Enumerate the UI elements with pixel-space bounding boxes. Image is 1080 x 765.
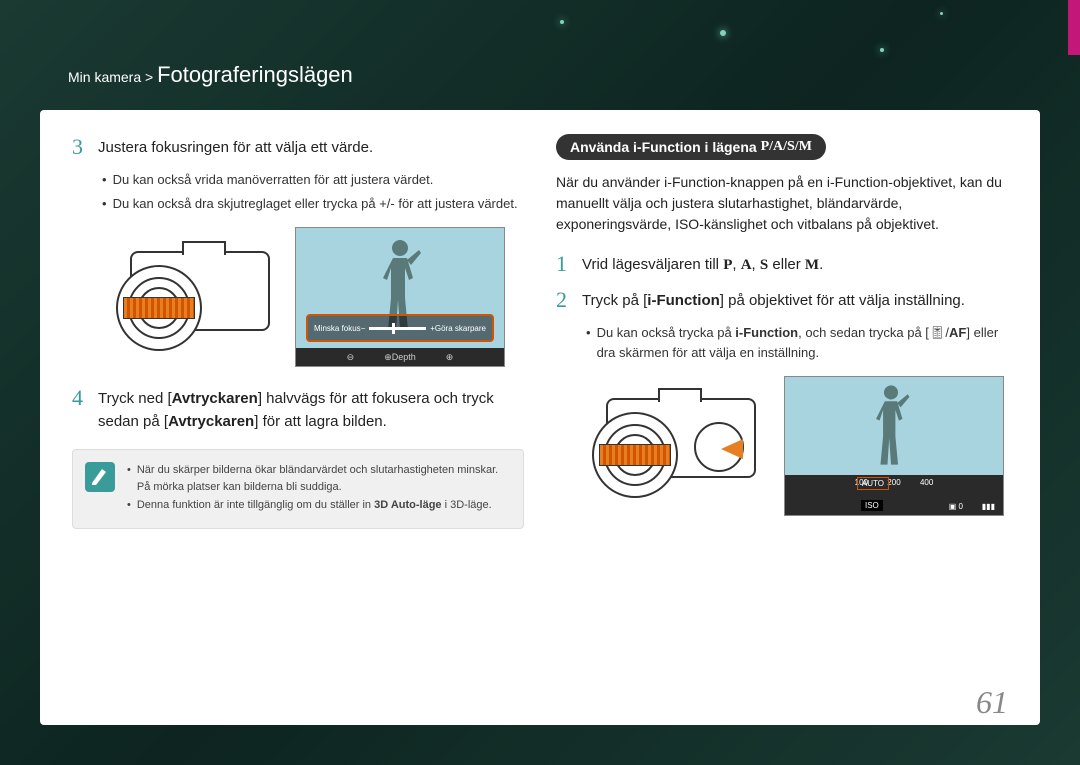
zoom-in-icon: ⊕ xyxy=(446,352,454,363)
step-3: 3 Justera fokusringen för att välja ett … xyxy=(72,134,524,160)
page-content: 3 Justera fokusringen för att välja ett … xyxy=(40,110,1040,725)
arrow-icon xyxy=(721,439,743,459)
camera-illustration-right xyxy=(586,384,766,509)
depth-slider: Minska fokus − + Göra skarpare xyxy=(306,314,494,342)
note-box: När du skärper bilderna ökar bländarvärd… xyxy=(72,449,524,529)
step-number: 3 xyxy=(72,134,88,160)
slider-left-label: Minska fokus xyxy=(314,324,361,333)
iso-auto: AUTO xyxy=(857,477,889,490)
iso-label: ISO xyxy=(861,500,883,511)
step-4: 4 Tryck ned [Avtryckaren] halvvägs för a… xyxy=(72,385,524,433)
camera-illustration xyxy=(102,237,277,357)
step-text: Tryck på [i-Function] på objektivet för … xyxy=(582,287,965,313)
preview-bottom-bar: ⊖ ⊕Depth ⊕ xyxy=(296,348,504,366)
step-number: 1 xyxy=(556,251,572,277)
step3-bullets: Du kan också vrida manöverratten för att… xyxy=(102,170,524,213)
section-pill: Använda i-Function i lägena P/A/S/M xyxy=(556,134,826,160)
note-bullets: När du skärper bilderna ökar bländarvärd… xyxy=(127,462,511,516)
page-number: 61 xyxy=(976,684,1008,721)
person-silhouette xyxy=(869,385,919,475)
step-text: Tryck ned [Avtryckaren] halvvägs för att… xyxy=(98,385,524,433)
zoom-out-icon: ⊖ xyxy=(347,352,355,363)
page-tab xyxy=(1068,0,1080,55)
step-2: 2 Tryck på [i-Function] på objektivet fö… xyxy=(556,287,1008,313)
battery-icon: ▮▮▮ xyxy=(982,502,995,511)
screen-preview-right: AUTO 100 200 400 ISO ▣ 0 ▮▮▮ xyxy=(784,376,1004,516)
slider-right-label: Göra skarpare xyxy=(435,324,486,333)
step-number: 2 xyxy=(556,287,572,313)
note-icon xyxy=(85,462,115,492)
left-column: 3 Justera fokusringen för att välja ett … xyxy=(72,134,524,534)
breadcrumb-section: Fotograferingslägen xyxy=(157,62,353,87)
bullet: Du kan också trycka på i-Function, och s… xyxy=(586,323,1008,362)
bullet: Du kan också dra skjutreglaget eller try… xyxy=(102,194,524,214)
intro-paragraph: När du använder i-Function-knappen på en… xyxy=(556,172,1008,235)
image-row: Minska fokus − + Göra skarpare ⊖ ⊕Depth … xyxy=(102,227,524,367)
iso-bar: AUTO 100 200 400 ISO ▣ 0 ▮▮▮ xyxy=(785,475,1003,515)
breadcrumb-prefix: Min kamera > xyxy=(68,69,153,85)
screen-preview: Minska fokus − + Göra skarpare ⊖ ⊕Depth … xyxy=(295,227,505,367)
step-text: Vrid lägesväljaren till P, A, S eller M. xyxy=(582,251,823,277)
breadcrumb: Min kamera > Fotograferingslägen xyxy=(68,62,353,88)
step-1: 1 Vrid lägesväljaren till P, A, S eller … xyxy=(556,251,1008,277)
right-column: Använda i-Function i lägena P/A/S/M När … xyxy=(556,134,1008,534)
step-number: 4 xyxy=(72,385,88,433)
bullet: Du kan också vrida manöverratten för att… xyxy=(102,170,524,190)
image-row-right: AUTO 100 200 400 ISO ▣ 0 ▮▮▮ xyxy=(586,376,1008,516)
step-text: Justera fokusringen för att välja ett vä… xyxy=(98,134,373,160)
step2-bullets: Du kan också trycka på i-Function, och s… xyxy=(586,323,1008,362)
